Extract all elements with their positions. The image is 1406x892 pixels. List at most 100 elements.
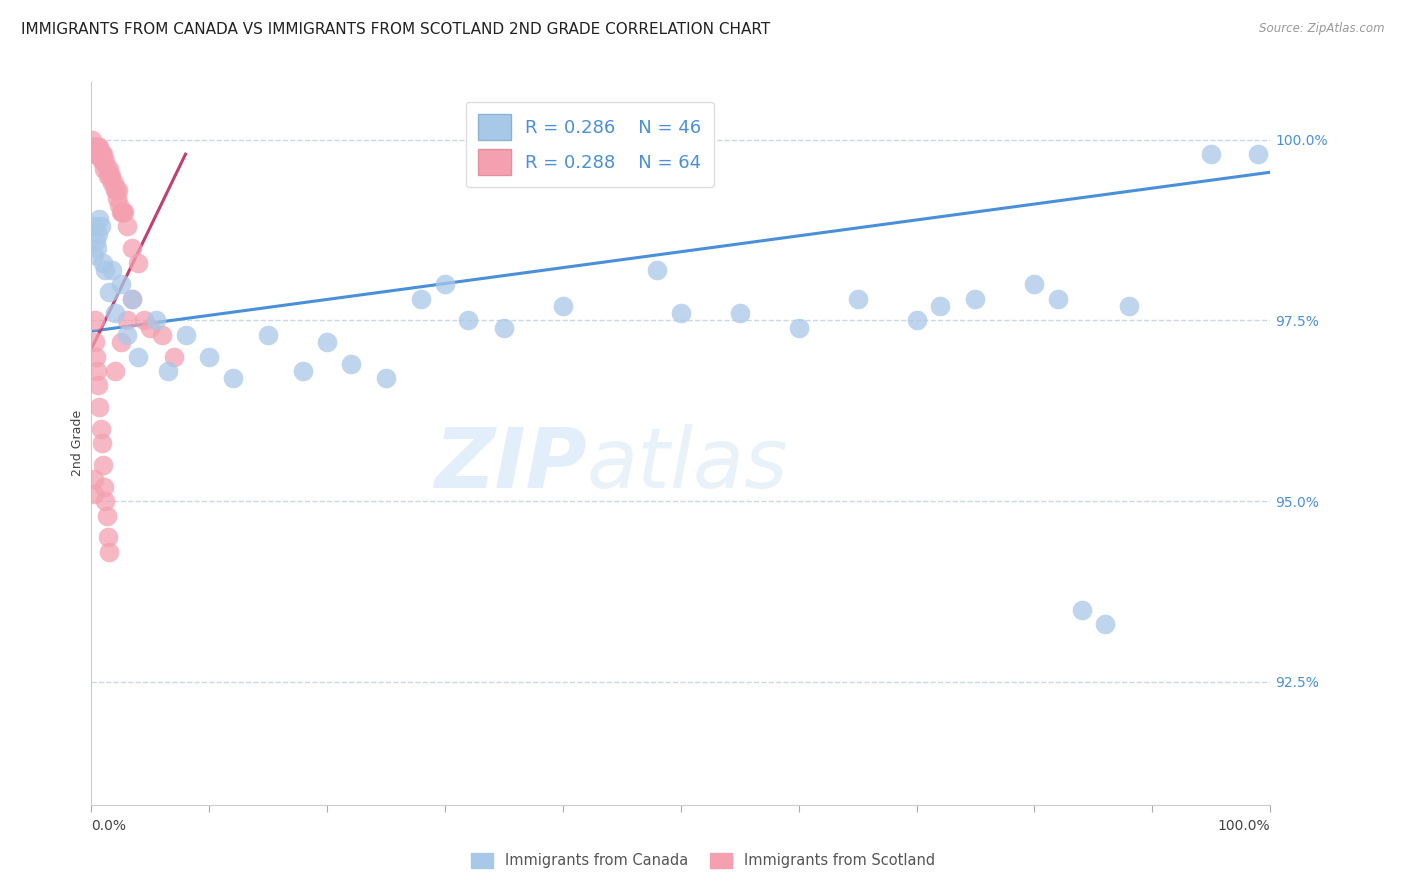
Point xyxy=(89,400,111,414)
Point xyxy=(127,350,149,364)
Point xyxy=(84,140,107,154)
Point xyxy=(83,140,105,154)
Point xyxy=(221,371,243,385)
Point xyxy=(1118,299,1140,313)
Point xyxy=(91,458,114,472)
Point xyxy=(83,487,105,501)
Point xyxy=(94,494,117,508)
Point xyxy=(84,234,107,248)
Point xyxy=(97,169,120,183)
Point xyxy=(103,176,125,190)
Point xyxy=(1201,147,1223,161)
Point xyxy=(90,219,112,234)
Point xyxy=(145,313,167,327)
Point xyxy=(90,147,112,161)
Text: ZIP: ZIP xyxy=(434,425,586,506)
Point xyxy=(108,198,131,212)
Point xyxy=(174,327,197,342)
Text: atlas: atlas xyxy=(586,425,787,506)
Point xyxy=(110,277,132,292)
Point xyxy=(83,335,105,350)
Y-axis label: 2nd Grade: 2nd Grade xyxy=(72,410,84,476)
Point xyxy=(115,327,138,342)
Point xyxy=(82,133,104,147)
Point xyxy=(1024,277,1046,292)
Point xyxy=(90,154,112,169)
Point xyxy=(86,140,108,154)
Point xyxy=(127,255,149,269)
Point xyxy=(316,335,339,350)
Point xyxy=(93,480,115,494)
Legend: Immigrants from Canada, Immigrants from Scotland: Immigrants from Canada, Immigrants from … xyxy=(464,846,942,876)
Point xyxy=(111,205,134,219)
Point xyxy=(292,364,315,378)
Point xyxy=(728,306,751,320)
Point xyxy=(375,371,398,385)
Point xyxy=(101,176,124,190)
Point xyxy=(87,140,110,154)
Point xyxy=(257,327,280,342)
Point xyxy=(669,306,692,320)
Point xyxy=(115,313,138,327)
Point xyxy=(457,313,479,327)
Point xyxy=(110,335,132,350)
Point xyxy=(91,154,114,169)
Point xyxy=(198,350,221,364)
Point xyxy=(107,183,129,197)
Point xyxy=(86,364,108,378)
Point xyxy=(93,161,115,176)
Point xyxy=(104,306,127,320)
Point xyxy=(89,212,111,227)
Point xyxy=(94,262,117,277)
Point xyxy=(91,147,114,161)
Point xyxy=(1094,617,1116,632)
Point xyxy=(96,161,118,176)
Point xyxy=(905,313,928,327)
Point xyxy=(150,327,173,342)
Point xyxy=(97,530,120,544)
Point xyxy=(1046,292,1069,306)
Point xyxy=(1247,147,1270,161)
Point xyxy=(87,378,110,392)
Point xyxy=(112,205,135,219)
Point xyxy=(787,320,810,334)
Point xyxy=(121,292,143,306)
Point xyxy=(100,169,122,183)
Text: IMMIGRANTS FROM CANADA VS IMMIGRANTS FROM SCOTLAND 2ND GRADE CORRELATION CHART: IMMIGRANTS FROM CANADA VS IMMIGRANTS FRO… xyxy=(21,22,770,37)
Point xyxy=(846,292,869,306)
Point xyxy=(87,147,110,161)
Point xyxy=(86,241,108,255)
Point xyxy=(90,147,112,161)
Point xyxy=(90,436,112,450)
Point xyxy=(91,255,114,269)
Point xyxy=(97,161,120,176)
Point xyxy=(98,169,121,183)
Point xyxy=(104,183,127,197)
Point xyxy=(105,190,128,204)
Point xyxy=(83,219,105,234)
Point xyxy=(433,277,456,292)
Point xyxy=(156,364,179,378)
Point xyxy=(551,299,574,313)
Text: Source: ZipAtlas.com: Source: ZipAtlas.com xyxy=(1260,22,1385,36)
Point xyxy=(163,350,186,364)
Point xyxy=(83,147,105,161)
Point xyxy=(94,154,117,169)
Point xyxy=(111,205,134,219)
Point xyxy=(139,320,162,334)
Point xyxy=(90,147,112,161)
Point xyxy=(83,472,105,486)
Point xyxy=(645,262,668,277)
Point xyxy=(121,241,143,255)
Point xyxy=(492,320,515,334)
Point xyxy=(90,422,112,436)
Point xyxy=(104,183,127,197)
Point xyxy=(134,313,156,327)
Legend: R = 0.286    N = 46, R = 0.288    N = 64: R = 0.286 N = 46, R = 0.288 N = 64 xyxy=(465,102,714,187)
Text: 100.0%: 100.0% xyxy=(1218,819,1270,833)
Point xyxy=(110,205,132,219)
Point xyxy=(89,140,111,154)
Point xyxy=(339,357,361,371)
Point xyxy=(83,140,105,154)
Point xyxy=(929,299,952,313)
